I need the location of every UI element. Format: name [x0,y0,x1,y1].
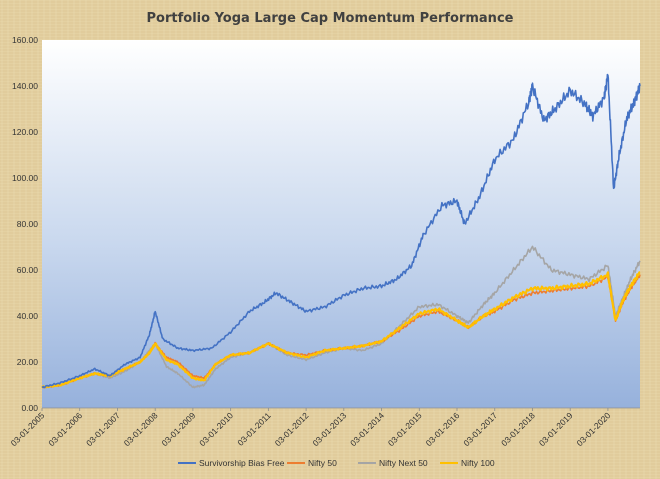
y-tick-label: 100.00 [12,173,38,183]
series-line-nifty-100 [41,271,641,389]
y-axis: 0.00 20.00 40.00 60.00 80.00 100.00 120.00 140.… [12,35,38,413]
series-line-survivorship-bias-free [41,73,641,389]
legend-label-nifty-50: Nifty 50 [308,458,337,468]
y-tick-label: 160.00 [12,35,38,45]
legend-label-nifty-100: Nifty 100 [461,458,495,468]
legend: Survivorship Bias Free Nifty 50 Nifty Next… [178,458,495,468]
y-tick-label: 20.00 [17,357,39,367]
series-layer [41,73,641,389]
y-tick-label: 40.00 [17,311,39,321]
chart-title: Portfolio Yoga Large Cap Momentum Perfor… [147,11,514,26]
y-tick-label: 0.00 [21,403,38,413]
y-tick-label: 80.00 [17,219,39,229]
legend-label-nifty-next-50: Nifty Next 50 [379,458,428,468]
legend-label-survivorship-bias-free: Survivorship Bias Free [199,458,285,468]
y-tick-label: 140.00 [12,81,38,91]
plot-area [42,40,640,408]
y-tick-label: 120.00 [12,127,38,137]
y-tick-label: 60.00 [17,265,39,275]
